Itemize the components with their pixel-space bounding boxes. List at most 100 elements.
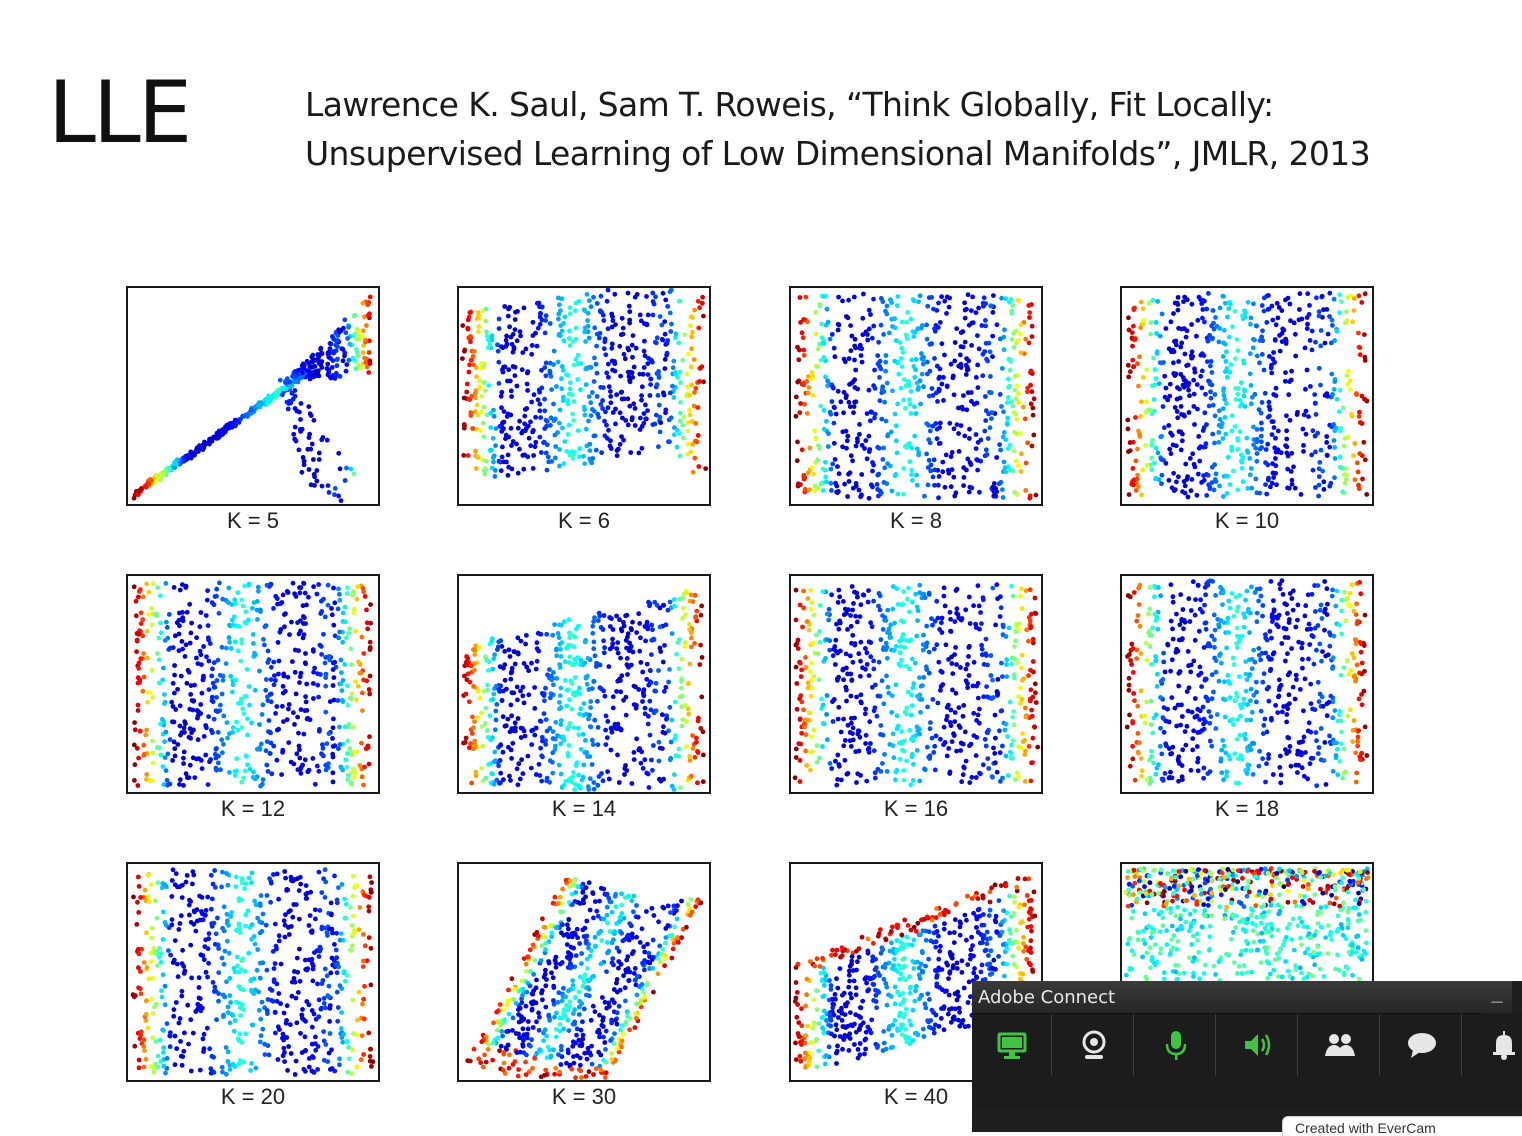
scatter-point	[915, 748, 920, 753]
scatter-point	[596, 742, 601, 747]
scatter-point	[825, 612, 830, 617]
scatter-point	[304, 682, 309, 687]
scatter-point	[696, 405, 701, 410]
scatter-point	[559, 654, 564, 659]
scatter-point	[155, 585, 160, 590]
scatter-point	[538, 315, 543, 320]
scatter-point	[179, 730, 184, 735]
scatter-point	[1009, 743, 1014, 748]
scatter-point	[648, 679, 653, 684]
scatter-point	[347, 358, 352, 363]
scatter-point	[1002, 327, 1007, 332]
scatter-point	[810, 600, 815, 605]
scatter-point	[608, 624, 613, 629]
scatter-point	[488, 425, 493, 430]
scatter-point	[1007, 384, 1012, 389]
scatter-point	[852, 643, 857, 648]
scatter-point	[967, 780, 972, 785]
scatter-point	[1003, 470, 1008, 475]
scatter-point	[1189, 356, 1194, 361]
scatter-point	[931, 750, 936, 755]
scatter-point	[1135, 447, 1140, 452]
scatter-point	[501, 750, 506, 755]
scatter-point	[214, 747, 219, 752]
scatter-point	[486, 338, 491, 343]
scatter-point	[468, 310, 473, 315]
scatter-point	[908, 411, 913, 416]
scatter-point	[1227, 335, 1232, 340]
scatter-point	[1179, 404, 1184, 409]
scatter-point	[606, 362, 611, 367]
scatter-point	[634, 630, 639, 635]
scatter-point	[997, 728, 1002, 733]
scatter-point	[1154, 320, 1159, 325]
scatter-point	[1027, 341, 1032, 346]
scatter-point	[994, 494, 999, 499]
scatter-point	[1318, 608, 1323, 613]
scatter-point	[482, 434, 487, 439]
scatter-point	[1246, 300, 1251, 305]
scatter-point	[326, 372, 331, 377]
scatter-point	[918, 378, 923, 383]
scatter-point	[466, 453, 471, 458]
scatter-point	[360, 691, 365, 696]
scatter-point	[196, 709, 201, 714]
scatter-point	[570, 392, 575, 397]
scatter-point	[172, 673, 177, 678]
scatter-point	[273, 594, 278, 599]
scatter-point	[618, 410, 623, 415]
scatter-point	[622, 772, 627, 777]
scatter-point	[351, 725, 356, 730]
scatter-point	[937, 441, 942, 446]
scatter-point	[588, 699, 593, 704]
scatter-point	[800, 330, 805, 335]
scatter-point	[532, 733, 537, 738]
scatter-point	[536, 631, 541, 636]
scatter-point	[839, 730, 844, 735]
scatter-point	[680, 657, 685, 662]
scatter-point	[865, 650, 870, 655]
scatter-point	[337, 630, 342, 635]
scatter-point	[691, 746, 696, 751]
scatter-point	[1011, 709, 1016, 714]
scatter-point	[217, 581, 222, 586]
scatter-point	[851, 410, 856, 415]
scatter-point	[571, 456, 576, 461]
scatter-point	[1024, 588, 1029, 593]
scatter-point	[550, 771, 555, 776]
scatter-point	[800, 625, 805, 630]
scatter-point	[1249, 585, 1254, 590]
scatter-point	[220, 692, 225, 697]
scatter-point	[991, 293, 996, 298]
scatter-point	[1192, 462, 1197, 467]
scatter-point	[937, 474, 942, 479]
scatter-point	[1297, 307, 1302, 312]
scatter-point	[544, 778, 549, 783]
scatter-point	[940, 630, 945, 635]
scatter-point	[520, 693, 525, 698]
scatter-point	[479, 394, 484, 399]
scatter-point	[542, 440, 547, 445]
scatter-point	[937, 375, 942, 380]
scatter-point	[984, 637, 989, 642]
scatter-point	[611, 318, 616, 323]
scatter-point	[144, 728, 149, 733]
scatter-point	[173, 754, 178, 759]
scatter-point	[795, 380, 800, 385]
scatter-point	[368, 358, 373, 363]
scatter-point	[354, 749, 359, 754]
scatter-point	[1130, 344, 1135, 349]
scatter-point	[916, 385, 921, 390]
scatter-point	[931, 475, 936, 480]
scatter-point	[172, 746, 177, 751]
scatter-point	[325, 438, 330, 443]
scatter-point	[666, 439, 671, 444]
scatter-point	[699, 364, 704, 369]
scatter-point	[913, 661, 918, 666]
scatter-point	[1301, 427, 1306, 432]
scatter-point	[625, 656, 630, 661]
scatter-point	[696, 464, 701, 469]
scatter-point	[1330, 323, 1335, 328]
scatter-point	[1271, 475, 1276, 480]
scatter-point	[306, 595, 311, 600]
